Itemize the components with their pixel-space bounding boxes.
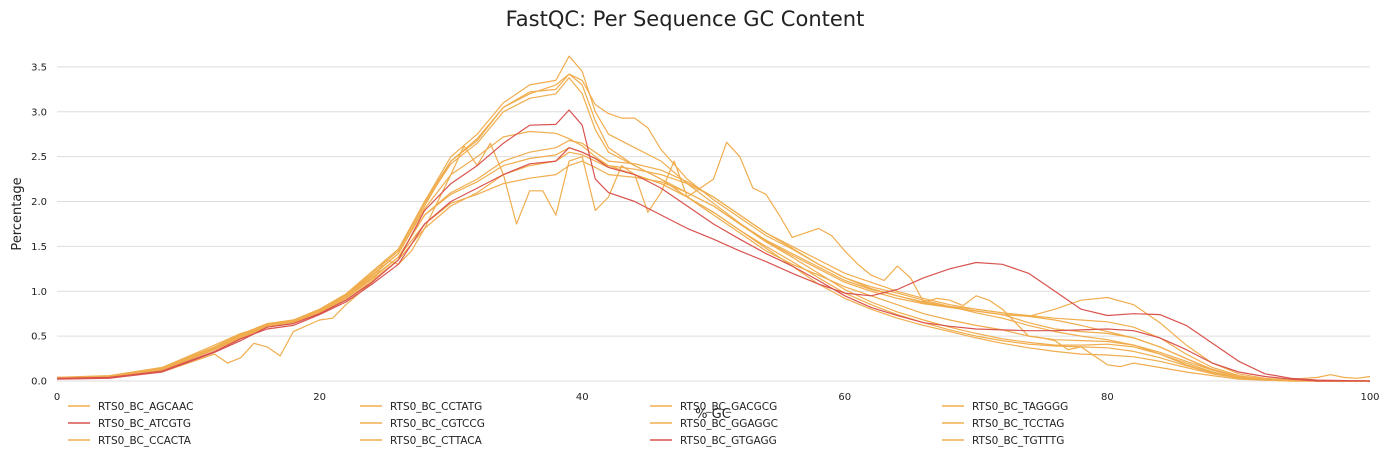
x-tick-label: 20: [313, 392, 326, 403]
x-tick-label: 40: [576, 392, 589, 403]
legend-entry[interactable]: RTS0_BC_GTGAGG: [680, 435, 777, 447]
chart-title: FastQC: Per Sequence GC Content: [506, 7, 865, 31]
series-line-rts0-bc-gtgagg[interactable]: [56, 147, 1370, 382]
y-tick-label: 0.0: [31, 377, 47, 388]
legend-entry[interactable]: RTS0_BC_CTTACA: [390, 435, 483, 447]
grid-lines: [57, 66, 1370, 382]
y-tick-label: 3.5: [31, 62, 47, 73]
series-line-rts0-bc-atcgtg[interactable]: [56, 109, 1371, 382]
x-tick-label: 100: [1360, 392, 1379, 403]
legend-entry[interactable]: RTS0_BC_CGTCCG: [390, 418, 485, 430]
legend-entry[interactable]: RTS0_BC_TAGGGG: [972, 401, 1068, 413]
y-tick-label: 0.5: [31, 332, 47, 343]
legend-entry[interactable]: RTS0_BC_TCCTAG: [972, 418, 1064, 430]
series-line-rts0-bc-ccacta[interactable]: [56, 55, 1370, 382]
y-tick-label: 1.5: [31, 242, 47, 253]
series-line-rts0-bc-gacgcg[interactable]: [56, 141, 1371, 381]
y-axis-label: Percentage: [10, 177, 25, 250]
legend-entry[interactable]: RTS0_BC_GACGCG: [680, 401, 777, 413]
legend-entry[interactable]: RTS0_BC_ATCGTG: [98, 418, 191, 430]
y-tick-label: 1.0: [31, 287, 47, 298]
series-line-rts0-bc-tcctag[interactable]: [56, 160, 1370, 382]
x-tick-label: 60: [838, 392, 851, 403]
series-line-rts0-bc-ggaggc[interactable]: [56, 73, 1370, 382]
y-tick-label: 2.5: [31, 152, 47, 163]
series-line-rts0-bc-cctatg[interactable]: [56, 77, 1370, 382]
x-tick-label: 0: [54, 392, 60, 403]
x-axis-label: % GC: [695, 407, 731, 422]
y-tick-label: 3.0: [31, 107, 47, 118]
y-axis-ticks: 0.0 0.5 1.0 1.5 2.0 2.5 3.0 3.5: [31, 62, 47, 387]
y-tick-label: 2.0: [31, 197, 47, 208]
legend-entry[interactable]: RTS0_BC_TGTTTG: [972, 435, 1064, 447]
legend-entry[interactable]: RTS0_BC_AGCAAC: [98, 401, 193, 413]
series-line-rts0-bc-cgtccg[interactable]: [56, 139, 1370, 382]
x-tick-label: 80: [1101, 392, 1114, 403]
x-axis-ticks: 0 20 40 60 80 100: [54, 392, 1380, 403]
legend-entry[interactable]: RTS0_BC_GGAGGC: [680, 418, 778, 430]
series-lines: [56, 55, 1371, 382]
legend: RTS0_BC_AGCAAC RTS0_BC_ATCGTG RTS0_BC_CCAC…: [68, 401, 1068, 447]
legend-entry[interactable]: RTS0_BC_CCTATG: [390, 401, 482, 413]
legend-entry[interactable]: RTS0_BC_CCACTA: [98, 435, 192, 447]
series-line-rts0-bc-agcaac[interactable]: [56, 73, 1370, 382]
